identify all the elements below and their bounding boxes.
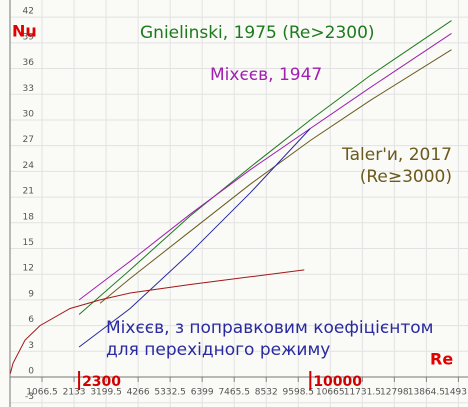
- y-tick-label: 9: [28, 289, 34, 299]
- y-tick-label: 6: [28, 315, 34, 325]
- x-tick-label: 7465.5: [218, 388, 250, 398]
- x-tick-label: 12798: [380, 388, 409, 398]
- y-tick-label: 15: [23, 238, 34, 248]
- marker-label: 2300: [82, 374, 121, 390]
- series-label: Taler'и, 2017 (Re≥3000): [341, 145, 452, 187]
- series-line: [9, 269, 305, 374]
- x-tick-label: 6399: [191, 388, 214, 398]
- y-tick-label: 30: [23, 109, 35, 119]
- series-label-line: для перехідного режиму: [106, 340, 330, 360]
- x-tick-label: 4266: [127, 388, 150, 398]
- series-line: [78, 20, 452, 315]
- y-tick-label: -3: [25, 392, 34, 402]
- series-label-line: Gnielinski, 1975 (Re>2300): [140, 23, 375, 43]
- x-tick-label: 3199.5: [90, 388, 122, 398]
- y-tick-label: 18: [23, 212, 35, 222]
- y-tick-label: 24: [23, 161, 35, 171]
- y-tick-label: 27: [23, 135, 34, 145]
- x-axis-label: Re: [430, 350, 453, 369]
- y-tick-label: 33: [23, 84, 34, 94]
- x-tick-label: 9598.5: [283, 388, 315, 398]
- y-tick-label: 3: [28, 341, 34, 351]
- series-label: Міхєєв, з поправковим коефіцієнтом для пе…: [106, 318, 433, 360]
- y-tick-label: 39: [23, 32, 35, 42]
- series-label-line: (Re≥3000): [360, 167, 452, 187]
- series-label-line: Taler'и, 2017: [341, 145, 452, 165]
- x-tick-label: 13864.5: [408, 388, 445, 398]
- y-tick-label: 21: [23, 187, 34, 197]
- x-tick-label: 5332.5: [154, 388, 186, 398]
- series-line: [78, 32, 452, 301]
- marker-label: 10000: [313, 374, 362, 390]
- x-tick-label: 14931: [444, 388, 468, 398]
- x-tick-label: 11731.5: [344, 388, 381, 398]
- series-label-line: Міхєєв, 1947: [210, 65, 322, 85]
- y-tick-label: 36: [23, 58, 35, 68]
- y-axis-label: Nu: [12, 22, 37, 41]
- series-line: [99, 49, 452, 304]
- series-line: [78, 128, 311, 348]
- series-label: Міхєєв, 1947: [210, 65, 322, 85]
- x-tick-label: 2133: [63, 388, 86, 398]
- y-tick-label: 0: [28, 367, 34, 377]
- x-tick-label: 10665: [316, 388, 345, 398]
- series-label: Gnielinski, 1975 (Re>2300): [140, 23, 375, 43]
- x-tick-label: 8532: [255, 388, 278, 398]
- x-tick-label: 1066.5: [26, 388, 58, 398]
- y-tick-label: 12: [23, 264, 34, 274]
- series-label-line: Міхєєв, з поправковим коефіцієнтом: [106, 318, 433, 338]
- y-tick-label: 42: [23, 7, 34, 17]
